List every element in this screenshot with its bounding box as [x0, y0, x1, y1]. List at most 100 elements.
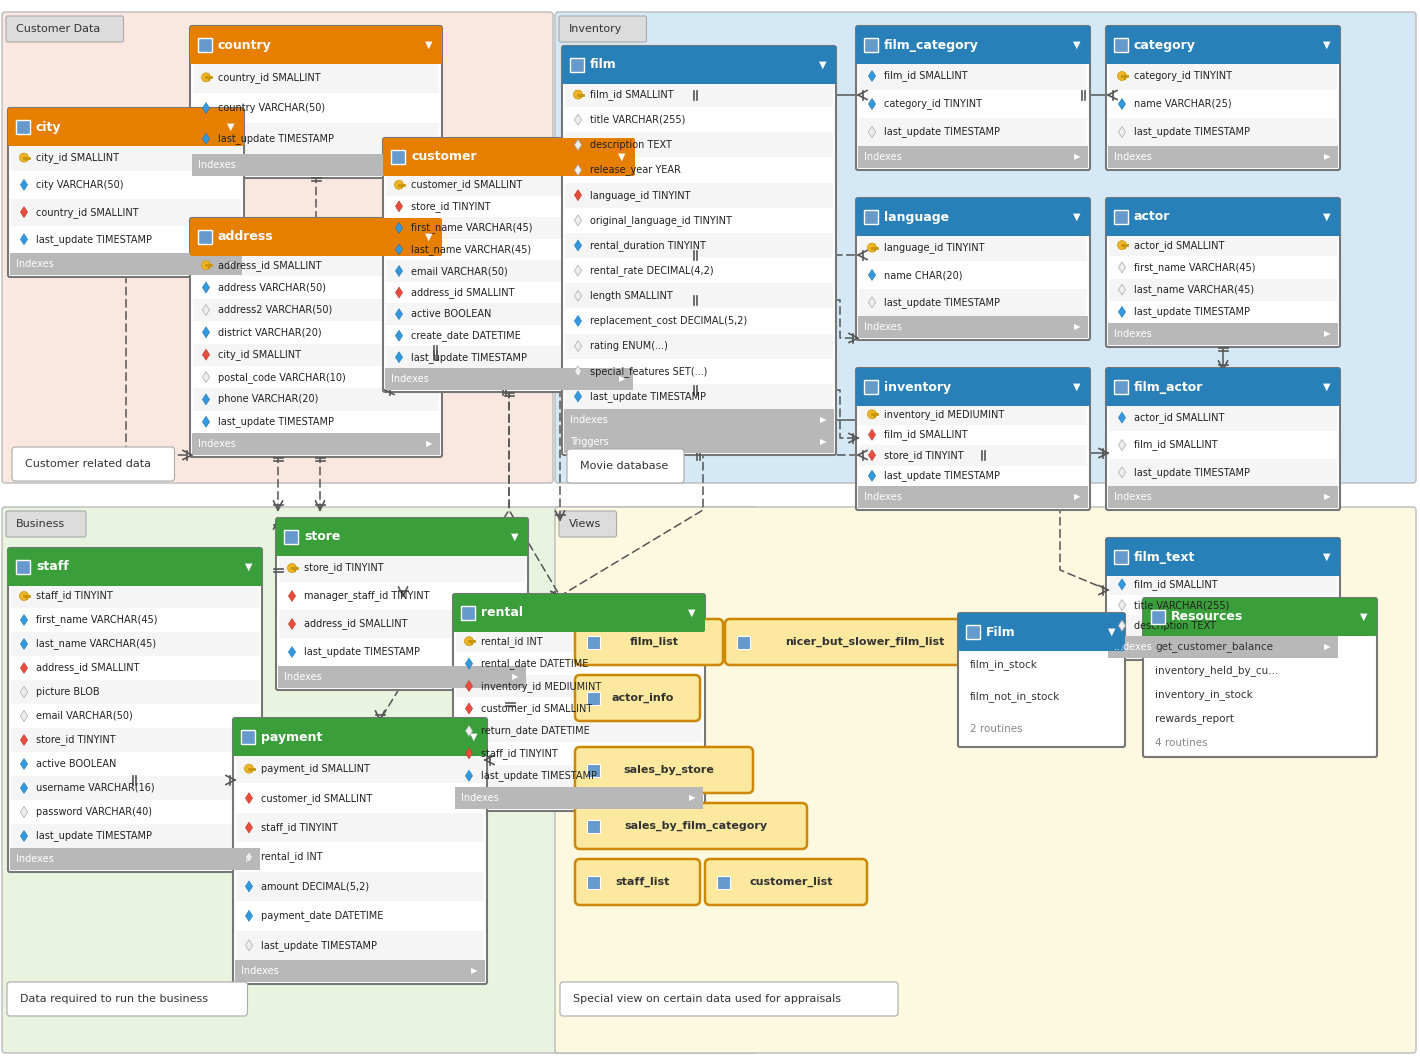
- Polygon shape: [1119, 579, 1126, 589]
- Text: description TEXT: description TEXT: [1135, 621, 1216, 631]
- Polygon shape: [395, 287, 403, 298]
- Text: inventory_held_by_cu...: inventory_held_by_cu...: [1154, 665, 1278, 676]
- Bar: [565, 208, 834, 233]
- Polygon shape: [288, 647, 295, 657]
- Bar: [386, 174, 632, 195]
- Polygon shape: [1119, 306, 1126, 317]
- Polygon shape: [395, 244, 403, 255]
- Bar: [462, 606, 476, 620]
- Polygon shape: [246, 823, 253, 833]
- Text: Resources: Resources: [1172, 611, 1244, 623]
- Polygon shape: [869, 471, 876, 481]
- Circle shape: [868, 410, 876, 419]
- Text: Indexes: Indexes: [569, 416, 608, 425]
- Text: ▼: ▼: [818, 60, 826, 70]
- FancyBboxPatch shape: [959, 613, 1125, 651]
- Text: Indexes: Indexes: [16, 259, 54, 269]
- Polygon shape: [1119, 99, 1126, 109]
- Bar: [386, 260, 632, 282]
- Circle shape: [574, 90, 582, 99]
- FancyBboxPatch shape: [1106, 368, 1340, 406]
- Bar: [16, 120, 30, 134]
- Text: ▼: ▼: [1322, 212, 1331, 222]
- Polygon shape: [575, 164, 582, 176]
- FancyBboxPatch shape: [11, 447, 175, 481]
- Bar: [858, 146, 1088, 167]
- Bar: [569, 58, 584, 72]
- Text: last_update TIMESTAMP: last_update TIMESTAMP: [885, 471, 1000, 481]
- Text: ▶: ▶: [819, 438, 826, 446]
- Polygon shape: [1119, 440, 1126, 450]
- Text: last_update TIMESTAMP: last_update TIMESTAMP: [1135, 306, 1250, 317]
- Text: active BOOLEAN: active BOOLEAN: [410, 310, 491, 319]
- Text: Indexes: Indexes: [462, 793, 498, 803]
- Text: rental_rate DECIMAL(4,2): rental_rate DECIMAL(4,2): [589, 265, 714, 276]
- Bar: [192, 432, 440, 455]
- Polygon shape: [20, 662, 27, 673]
- Text: active BOOLEAN: active BOOLEAN: [36, 759, 116, 768]
- Polygon shape: [869, 71, 876, 82]
- FancyBboxPatch shape: [856, 368, 1091, 406]
- Text: email VARCHAR(50): email VARCHAR(50): [36, 711, 132, 721]
- Text: ▼: ▼: [470, 732, 477, 742]
- Text: country_id SMALLINT: country_id SMALLINT: [219, 72, 321, 83]
- Text: film_id SMALLINT: film_id SMALLINT: [1135, 440, 1217, 450]
- Polygon shape: [1119, 412, 1126, 423]
- Text: last_update TIMESTAMP: last_update TIMESTAMP: [36, 831, 152, 842]
- Text: staff_id TINYINT: staff_id TINYINT: [36, 590, 112, 601]
- Bar: [456, 630, 701, 652]
- Bar: [961, 632, 1122, 649]
- Text: Indexes: Indexes: [863, 152, 902, 162]
- Text: film_in_stock: film_in_stock: [970, 659, 1038, 671]
- Text: password VARCHAR(40): password VARCHAR(40): [36, 807, 152, 817]
- Polygon shape: [395, 330, 403, 341]
- Bar: [11, 752, 258, 776]
- FancyBboxPatch shape: [9, 548, 263, 586]
- FancyBboxPatch shape: [1106, 26, 1340, 170]
- Bar: [1109, 575, 1338, 595]
- FancyBboxPatch shape: [959, 613, 1125, 747]
- Bar: [564, 431, 834, 453]
- Bar: [859, 288, 1086, 316]
- Bar: [966, 625, 980, 639]
- FancyBboxPatch shape: [190, 26, 442, 64]
- Text: store_id TINYINT: store_id TINYINT: [36, 735, 115, 745]
- Text: country VARCHAR(50): country VARCHAR(50): [219, 103, 325, 113]
- Bar: [193, 277, 439, 299]
- Bar: [386, 157, 632, 174]
- Bar: [386, 324, 632, 347]
- Bar: [16, 560, 30, 575]
- Circle shape: [287, 564, 297, 572]
- Text: payment_date DATETIME: payment_date DATETIME: [261, 911, 383, 921]
- Bar: [565, 132, 834, 158]
- Bar: [193, 321, 439, 343]
- Polygon shape: [395, 200, 403, 212]
- FancyBboxPatch shape: [233, 718, 487, 756]
- Polygon shape: [869, 99, 876, 109]
- Text: get_customer_balance: get_customer_balance: [1154, 640, 1272, 652]
- Polygon shape: [20, 234, 27, 245]
- FancyBboxPatch shape: [704, 859, 868, 905]
- Text: actor_id SMALLINT: actor_id SMALLINT: [1135, 412, 1224, 423]
- Bar: [456, 613, 701, 630]
- Bar: [859, 465, 1086, 485]
- Text: Business: Business: [16, 519, 65, 529]
- Bar: [192, 154, 440, 176]
- FancyBboxPatch shape: [559, 982, 897, 1015]
- Bar: [863, 210, 878, 224]
- Bar: [278, 610, 525, 638]
- Text: Indexes: Indexes: [241, 966, 278, 976]
- Polygon shape: [466, 681, 473, 691]
- Polygon shape: [869, 297, 876, 307]
- Text: store_id TINYINT: store_id TINYINT: [410, 201, 491, 212]
- Polygon shape: [20, 615, 27, 625]
- Text: ▶: ▶: [1074, 493, 1081, 501]
- Text: address_id SMALLINT: address_id SMALLINT: [410, 287, 514, 298]
- Text: last_name VARCHAR(45): last_name VARCHAR(45): [36, 638, 156, 650]
- FancyBboxPatch shape: [383, 138, 635, 392]
- Text: Indexes: Indexes: [284, 672, 322, 682]
- FancyBboxPatch shape: [555, 12, 1416, 483]
- FancyBboxPatch shape: [1106, 26, 1340, 64]
- Text: Indexes: Indexes: [863, 322, 902, 332]
- FancyBboxPatch shape: [9, 548, 263, 872]
